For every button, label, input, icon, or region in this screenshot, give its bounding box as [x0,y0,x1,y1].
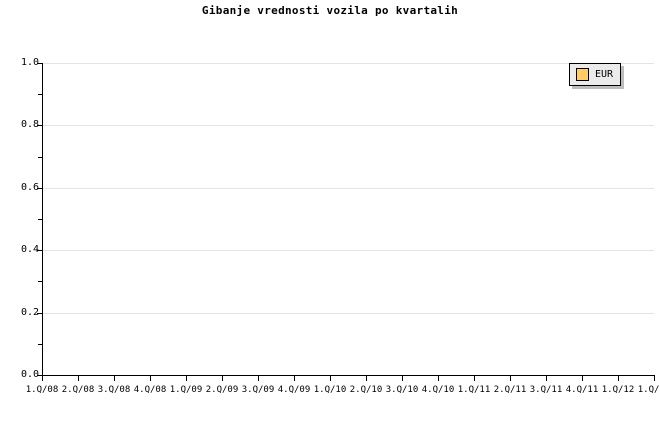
x-axis-tick-label: 3.Q/11 [529,385,563,395]
y-axis-tick [37,125,42,127]
x-axis-tick-label: 1.Q/08 [25,385,59,395]
x-axis-tick-label: 2.Q/10 [349,385,383,395]
x-axis-tick [258,376,259,381]
x-axis-tick [330,376,331,381]
x-axis-tick [654,376,655,381]
gridline [42,250,654,252]
x-axis-tick [402,376,403,381]
y-axis-minor-tick [38,281,42,283]
y-axis-tick-label: 0.6 [20,181,39,193]
y-axis-tick [37,312,42,314]
x-axis-tick [78,376,79,381]
x-axis-tick [474,376,475,381]
plot-area [42,63,654,376]
gridline [42,187,654,189]
y-axis-tick-label: 0.4 [20,244,39,256]
x-axis-tick-label: 4.Q/09 [277,385,311,395]
x-axis-tick [438,376,439,381]
x-axis-tick [186,376,187,381]
x-axis-line [42,375,655,376]
x-axis-tick-label: 1.Q/11 [457,385,491,395]
y-axis-tick-label: 0.0 [20,369,39,380]
gridline [42,312,654,314]
y-axis-minor-tick [38,219,42,220]
y-axis-tick [37,250,42,252]
chart-legend[interactable]: EUR [569,63,622,86]
gridline [42,125,654,127]
x-axis-tick [510,376,511,381]
y-axis-tick-label: 1.0 [20,57,39,68]
x-axis-tick [114,376,115,381]
x-axis-tick-label: 1.Q/12 [601,385,635,395]
gridlines [42,63,654,376]
x-axis-tick-label: 2.Q/09 [205,385,239,395]
y-axis-minor-tick [38,156,42,158]
x-axis-tick [150,376,151,381]
x-axis-tick [618,376,619,381]
y-axis-tick [37,375,42,376]
gridline [42,63,654,64]
legend-swatch-eur-icon [576,68,589,81]
y-axis-line [42,63,43,376]
x-axis-tick-label: 3.Q/09 [241,385,275,395]
x-axis-tick [546,376,547,381]
x-axis-tick-label: 1.Q/12 [637,385,660,395]
x-axis-tick [42,376,43,381]
x-axis-tick [294,376,295,381]
x-axis-tick-label: 1.Q/09 [169,385,203,395]
x-axis-tick-label: 4.Q/10 [421,385,455,395]
x-axis-tick-label: 4.Q/08 [133,385,167,395]
x-axis-tick-label: 4.Q/11 [565,385,599,395]
x-axis-tick-label: 2.Q/11 [493,385,527,395]
x-axis-tick-label: 3.Q/08 [97,385,131,395]
chart-title: Gibanje vrednosti vozila po kvartalih [201,4,459,17]
y-axis-tick [37,187,42,189]
x-axis-tick-label: 2.Q/08 [61,385,95,395]
x-axis-tick [366,376,367,381]
y-axis-tick-label: 0.2 [20,306,39,318]
x-axis-tick-label: 3.Q/10 [385,385,419,395]
x-axis-tick-label: 1.Q/10 [313,385,347,395]
y-axis-minor-tick [38,343,42,345]
y-axis-tick [37,63,42,64]
y-axis-minor-tick [38,94,42,96]
legend-label-eur: EUR [595,69,614,80]
y-axis-tick-label: 0.8 [20,119,39,131]
x-axis-tick [222,376,223,381]
x-axis-tick [582,376,583,381]
